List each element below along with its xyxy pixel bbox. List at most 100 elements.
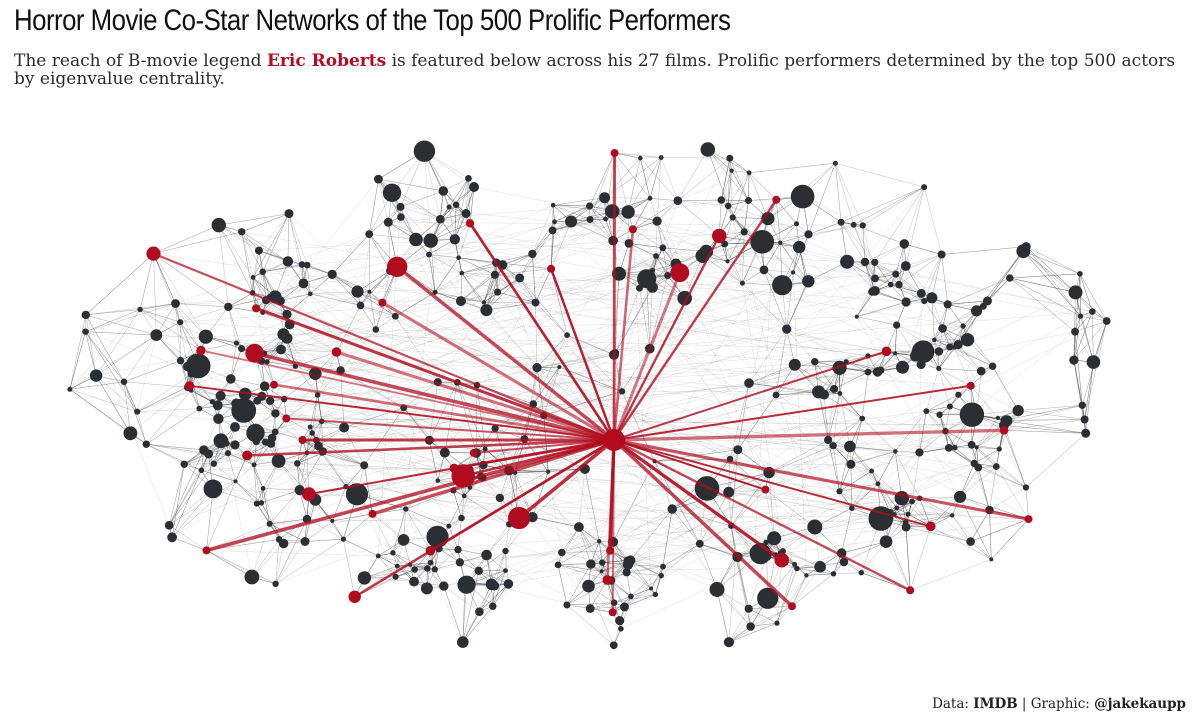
co-star-edge bbox=[289, 324, 337, 353]
actor-node bbox=[830, 571, 837, 577]
actor-node bbox=[240, 409, 247, 416]
actor-node bbox=[804, 230, 813, 239]
co-star-edge bbox=[814, 361, 835, 390]
co-star-edge bbox=[1004, 405, 1083, 421]
actor-node bbox=[899, 239, 910, 249]
co-star-edge bbox=[874, 278, 900, 285]
co-star-edge bbox=[791, 575, 807, 607]
co-star-edge bbox=[880, 518, 911, 591]
actor-node bbox=[271, 409, 280, 418]
co-star-edge bbox=[649, 198, 678, 201]
co-star-edge bbox=[283, 333, 939, 352]
co-star-edge bbox=[796, 568, 834, 575]
co-star-edge bbox=[262, 312, 290, 325]
co-star-edge bbox=[919, 447, 949, 453]
co-star-edge bbox=[486, 277, 520, 311]
co-star-edge bbox=[235, 481, 258, 504]
co-star-edge bbox=[721, 170, 732, 201]
co-star-edge bbox=[942, 310, 977, 329]
co-star-edge bbox=[357, 270, 391, 292]
co-star-edge bbox=[862, 225, 866, 263]
co-star-edge bbox=[912, 501, 953, 516]
co-star-edge bbox=[146, 443, 209, 455]
actor-node bbox=[915, 448, 924, 457]
actor-node bbox=[967, 440, 976, 449]
co-star-edge bbox=[627, 564, 652, 589]
actor-node bbox=[254, 246, 263, 255]
co-star-edge bbox=[976, 447, 1027, 488]
co-star-edge bbox=[702, 255, 743, 284]
co-star-edge bbox=[864, 261, 876, 291]
co-star-edge bbox=[954, 347, 993, 367]
co-star-edge bbox=[378, 555, 398, 567]
co-star-edge bbox=[262, 271, 869, 357]
co-star-edge bbox=[640, 157, 662, 159]
actor-node bbox=[298, 261, 306, 268]
actor-node bbox=[618, 626, 624, 632]
co-star-edge bbox=[275, 541, 306, 584]
eric-roberts-costar-node bbox=[772, 195, 781, 204]
co-star-edge bbox=[269, 297, 318, 395]
co-star-edge bbox=[780, 242, 807, 283]
actor-node bbox=[465, 175, 472, 182]
co-star-edge bbox=[278, 351, 337, 540]
co-star-edge bbox=[228, 292, 253, 308]
co-star-edge bbox=[905, 265, 922, 294]
actor-node bbox=[793, 240, 806, 254]
co-star-edge bbox=[218, 213, 290, 226]
co-star-edge bbox=[588, 586, 615, 646]
co-star-edge bbox=[299, 453, 323, 491]
actor-node bbox=[846, 459, 856, 469]
co-star-edge bbox=[483, 274, 496, 303]
co-star-edge bbox=[728, 444, 972, 643]
co-star-edge bbox=[730, 525, 736, 556]
co-star-edge bbox=[153, 253, 229, 308]
actor-node bbox=[1081, 428, 1091, 438]
co-star-edge bbox=[561, 540, 600, 553]
co-star-edge bbox=[519, 277, 896, 354]
co-star-edge bbox=[1026, 246, 1081, 275]
co-star-edge bbox=[839, 393, 851, 447]
co-star-edge bbox=[558, 563, 591, 566]
co-star-edge bbox=[258, 250, 303, 265]
co-star-edge bbox=[213, 444, 236, 464]
co-star-edge bbox=[461, 272, 485, 303]
eric-roberts-costar-node bbox=[298, 436, 307, 444]
actor-node bbox=[123, 426, 138, 441]
actor-node bbox=[875, 481, 881, 487]
actor-node bbox=[673, 196, 683, 205]
co-star-edge bbox=[612, 508, 673, 543]
eric-roberts-costar-node bbox=[282, 414, 291, 423]
co-star-edge bbox=[344, 371, 869, 428]
actor-node bbox=[871, 258, 879, 266]
co-star-edge bbox=[679, 272, 887, 542]
co-star-edge bbox=[205, 316, 857, 337]
actor-node bbox=[298, 278, 309, 289]
co-star-edge bbox=[252, 277, 267, 301]
co-star-edge bbox=[945, 406, 951, 432]
co-star-edge bbox=[938, 347, 955, 369]
co-star-edge bbox=[184, 463, 214, 465]
co-star-edge bbox=[483, 277, 520, 303]
co-star-edge bbox=[850, 451, 896, 465]
co-star-edge bbox=[543, 301, 907, 416]
co-star-edge bbox=[902, 254, 942, 368]
co-star-edge bbox=[853, 224, 876, 279]
co-star-edge bbox=[707, 149, 729, 206]
co-star-edge bbox=[369, 270, 391, 292]
actor-node bbox=[836, 488, 843, 495]
co-star-edge bbox=[258, 250, 303, 265]
co-star-edge bbox=[567, 334, 615, 356]
actor-node bbox=[233, 479, 238, 484]
co-star-edge bbox=[835, 163, 864, 226]
co-star-edge bbox=[286, 418, 1005, 426]
co-star-edge bbox=[775, 394, 990, 511]
co-star-edge bbox=[833, 572, 862, 575]
actor-node bbox=[953, 340, 963, 350]
actor-node bbox=[266, 396, 275, 405]
co-star-edge bbox=[382, 270, 391, 303]
co-star-edge bbox=[895, 451, 903, 499]
co-star-edge bbox=[241, 231, 260, 251]
eric-roberts-costar-node bbox=[925, 521, 936, 532]
actor-node bbox=[391, 312, 399, 320]
